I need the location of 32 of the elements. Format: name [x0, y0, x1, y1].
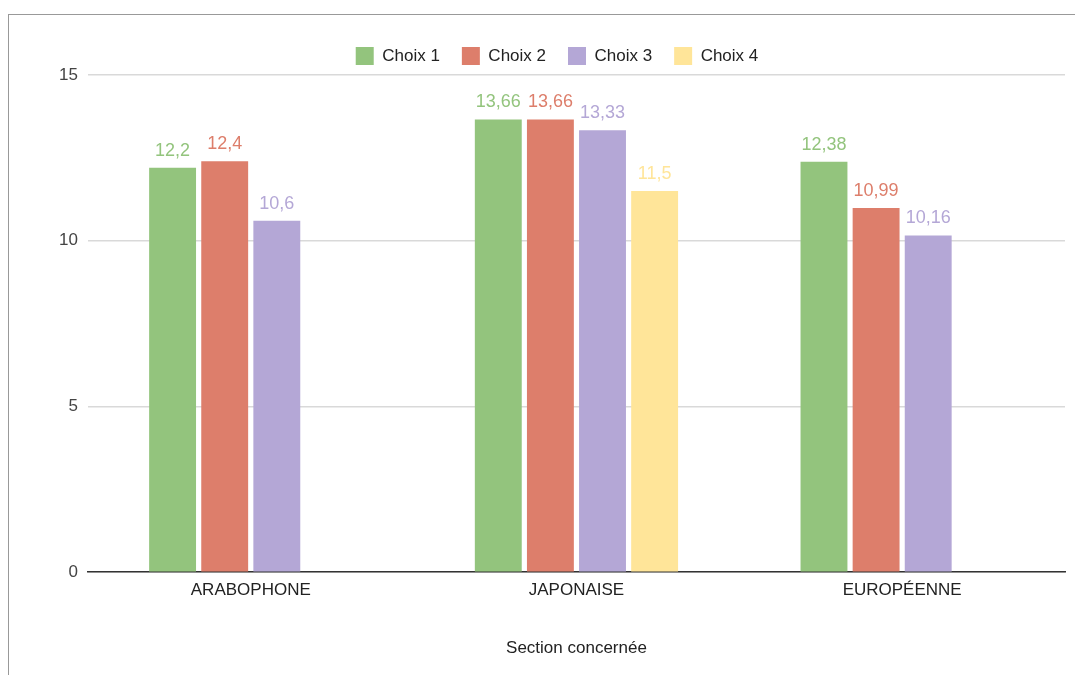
- x-tick-label: JAPONAISE: [528, 580, 625, 600]
- bar: [852, 207, 900, 572]
- bar: [201, 161, 249, 572]
- data-label: 13,66: [527, 91, 573, 112]
- legend-label: Choix 1: [382, 45, 440, 65]
- bar: [474, 119, 522, 572]
- bar: [526, 119, 574, 572]
- legend-label: Choix 3: [594, 45, 653, 65]
- y-tick-label: 0: [68, 561, 78, 581]
- bar: [631, 191, 679, 572]
- y-tick-label: 15: [58, 64, 78, 84]
- bar: [253, 220, 301, 572]
- bar: [904, 235, 952, 572]
- bar: [149, 167, 197, 572]
- data-label: 13,33: [579, 102, 626, 123]
- legend-label: Choix 4: [700, 45, 759, 65]
- data-label: 12,2: [155, 139, 191, 160]
- y-tick-label: 5: [68, 396, 78, 416]
- bar: [579, 130, 626, 572]
- data-label: 11,5: [637, 162, 672, 183]
- x-tick-label: ARABOPHONE: [190, 580, 311, 600]
- x-axis-title: Section concernée: [506, 638, 647, 658]
- bar: [800, 161, 848, 572]
- data-label: 10,99: [853, 179, 899, 200]
- data-label: 13,66: [475, 91, 521, 112]
- legend-label: Choix 2: [488, 45, 546, 65]
- data-label: 12,4: [207, 133, 243, 154]
- y-tick-label: 10: [58, 230, 78, 250]
- x-tick-label: EUROPÉENNE: [842, 580, 962, 600]
- data-label: 12,38: [801, 133, 847, 154]
- data-label: 10,16: [905, 207, 951, 228]
- data-label: 10,6: [259, 192, 295, 213]
